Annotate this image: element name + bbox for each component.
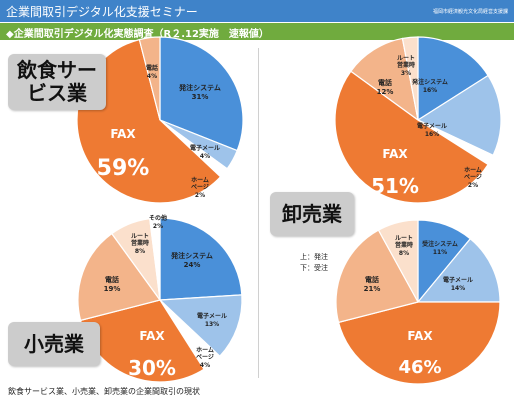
category-label-restaurant-text: 飲食サー ビス業 [17, 58, 97, 105]
slice-name-label: ページ [191, 184, 209, 191]
slice-value-label: 2% [195, 192, 205, 199]
slice-name-label: ホーム [464, 167, 482, 174]
slice-value-label: 30% [128, 356, 176, 380]
pie-slice [350, 37, 419, 122]
slice-value-label: 14% [451, 285, 465, 292]
slice-value-label: 59% [97, 156, 150, 181]
slice-name-label: 受注システム [422, 240, 458, 248]
pie-slice [158, 294, 243, 357]
slice-name-label: 営業時 [397, 61, 415, 69]
category-label-wholesale-text: 卸売業 [282, 201, 342, 226]
slice-name-label: 電話 [105, 275, 119, 284]
slice-name-label: 電話 [365, 275, 379, 284]
pie-slice [417, 36, 489, 122]
slice-value-label: 8% [135, 248, 145, 255]
slice-value-label: 4% [200, 362, 210, 369]
pie-slice [138, 36, 161, 121]
slice-value-label: 16% [423, 87, 437, 94]
slice-name-label: 発注システム [412, 78, 448, 86]
category-label-restaurant: 飲食サー ビス業 [8, 54, 106, 110]
slice-value-label: 13% [205, 321, 219, 328]
slice-value-label: 24% [184, 261, 201, 269]
category-label-wholesale: 卸売業 [270, 192, 354, 236]
slice-name-label: その他 [149, 214, 167, 222]
slice-value-label: 2% [153, 223, 163, 230]
slice-name-label: 発注システム [170, 251, 213, 260]
slice-name-label: ルート [397, 55, 415, 62]
pie-slice [377, 219, 419, 303]
legend-order-up: 上：発注 [300, 253, 328, 261]
vertical-divider [258, 48, 259, 378]
slice-value-label: 21% [364, 285, 381, 293]
category-label-retail-text: 小売業 [24, 331, 84, 356]
slice-value-label: 31% [192, 93, 209, 101]
slice-value-label: 19% [104, 285, 121, 293]
slice-name-label: 電話 [146, 64, 158, 72]
legend-order-down: 下：受注 [300, 264, 328, 272]
pie-slice [335, 229, 419, 324]
slice-name-label: 電子メール [197, 312, 227, 320]
pie-slice [416, 237, 501, 303]
footer-caption: 飲食サービス業、小売業、卸売業の企業間取引の現状 [8, 387, 200, 396]
header-org: 福岡市経済観光文化局経営支援課 [432, 9, 508, 15]
slice-name-label: 電子メール [417, 122, 447, 130]
slice-value-label: 2% [468, 182, 478, 189]
pie-slice [77, 232, 162, 322]
slice-name-label: 営業時 [395, 241, 413, 249]
slice-name-label: ルート [131, 233, 149, 240]
slice-name-label: FAX [110, 127, 136, 141]
slice-value-label: 3% [401, 70, 411, 77]
header-bar: 企業間取引デジタル化支援セミナー 福岡市経済観光文化局経営支援課 [0, 0, 514, 22]
slice-name-label: FAX [139, 329, 165, 343]
slice-name-label: ページ [196, 354, 214, 361]
slice-value-label: 4% [200, 153, 210, 160]
slice-value-label: 12% [377, 88, 394, 96]
slice-name-label: 電子メール [443, 276, 473, 284]
subheader-bar: ◆企業間取引デジタル化実態調査（R２.12実施 速報値） [0, 23, 514, 40]
slice-value-label: 46% [398, 357, 441, 378]
slice-name-label: 電子メール [190, 144, 220, 152]
slice-value-label: 8% [399, 250, 409, 257]
header-title: 企業間取引デジタル化支援セミナー [6, 5, 198, 19]
slice-name-label: FAX [407, 329, 433, 343]
slice-name-label: 営業時 [131, 239, 149, 247]
slice-name-label: ホーム [196, 347, 214, 354]
slice-name-label: 電話 [378, 78, 392, 87]
slice-value-label: 16% [425, 131, 439, 138]
slice-name-label: 発注システム [178, 83, 221, 92]
pie-slice [159, 36, 244, 152]
slice-name-label: ホーム [191, 177, 209, 184]
pie-slice [416, 74, 502, 157]
pie-slice [337, 301, 501, 385]
slice-name-label: ルート [395, 235, 413, 242]
slice-value-label: 11% [433, 249, 447, 256]
slice-name-label: ページ [464, 174, 482, 181]
pie-slice [334, 70, 489, 204]
slice-value-label: 4% [147, 73, 157, 80]
pie-slice [401, 36, 419, 121]
slice-name-label: FAX [382, 147, 408, 161]
pie-slice [159, 217, 243, 301]
category-label-retail: 小売業 [8, 322, 100, 366]
pie-slice [149, 217, 161, 301]
subheader-title: ◆企業間取引デジタル化実態調査（R２.12実施 速報値） [6, 29, 269, 40]
slice-value-label: 51% [371, 174, 419, 198]
